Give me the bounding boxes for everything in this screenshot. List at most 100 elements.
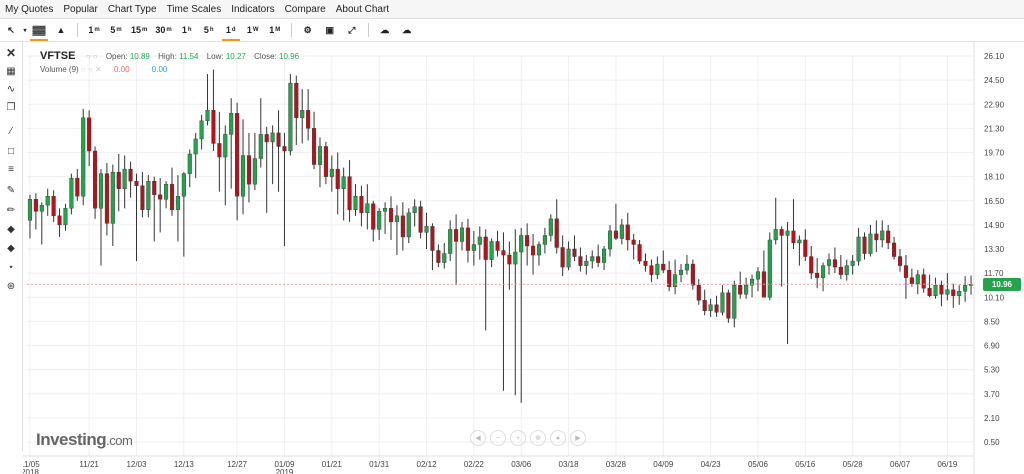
candle-body (75, 177, 80, 197)
low-label: Low: (206, 52, 224, 61)
zoom-fit-icon[interactable]: ● (550, 430, 566, 446)
candle-body (720, 292, 725, 313)
candle-body (252, 158, 257, 185)
candle-body (300, 110, 305, 119)
candle-body (158, 194, 163, 200)
candle-body (868, 233, 873, 254)
y-tick-label: 16.50 (984, 197, 1005, 206)
candle-body (525, 235, 530, 247)
y-tick-label: 24.50 (984, 76, 1005, 85)
menu-item-compare[interactable]: Compare (284, 3, 326, 15)
cloud-download-icon[interactable]: ☁ (380, 24, 390, 35)
measure-icon[interactable]: ⊛ (6, 280, 16, 292)
zoom-in-icon[interactable]: + (510, 430, 526, 446)
candle-body (732, 284, 737, 319)
x-tick-label: 05/06 (748, 460, 769, 469)
menu-item-indicators[interactable]: Indicators (231, 3, 275, 15)
candle-body (235, 113, 240, 197)
timescale-number: 1 (225, 25, 231, 35)
menu-item-popular[interactable]: Popular (63, 3, 98, 15)
rectangle-icon[interactable]: □ (7, 145, 15, 157)
candle-body (649, 265, 654, 275)
candle-body (388, 208, 394, 223)
y-tick-label: 11.70 (984, 269, 1004, 278)
investing-logo: Investing.com (36, 430, 133, 450)
candle-body (856, 236, 861, 262)
x-tick-label: 03/06 (511, 460, 532, 469)
dropdown-arrow-icon[interactable]: ▾ (23, 27, 27, 34)
current-price-tag: 10.96 (983, 278, 1021, 291)
timescale-30m[interactable]: 30 m (151, 21, 175, 39)
candle-body (152, 180, 157, 195)
candle-body (643, 260, 648, 266)
fibonacci-icon[interactable]: ⋆ (7, 261, 15, 273)
candle-body (347, 176, 352, 210)
toolbar-divider (367, 23, 369, 37)
mountain-chart-icon[interactable]: ▲ (56, 25, 66, 35)
timescale-number: 5 (203, 25, 209, 35)
candle-body (359, 196, 364, 214)
fullscreen-icon[interactable]: ⤢ (348, 24, 356, 35)
magnet-icon[interactable]: ∿ (6, 83, 16, 95)
brush-icon[interactable]: ✏ (6, 204, 16, 216)
timescale-number: 15 (131, 25, 142, 35)
price-chart[interactable]: 26.10 24.50 22.90 21.30 19.70 18.10 16.50 14.90… (23, 42, 1024, 474)
menu-item-about-chart[interactable]: About Chart (335, 3, 390, 15)
timescale-unit: M (275, 27, 281, 33)
zoom-select-icon[interactable]: ▦ (6, 65, 16, 77)
cursor-icon[interactable]: ↖ (7, 24, 15, 35)
menu-item-chart-type[interactable]: Chart Type (107, 3, 157, 15)
candle-body (282, 146, 287, 152)
candle-body (39, 205, 44, 212)
x-tick-label: 12/13 (174, 460, 195, 469)
candlestick-chart-icon[interactable]: ▓▓ (28, 21, 50, 41)
candle-body (134, 180, 139, 186)
arrow-up-marker-icon[interactable]: ◆ (7, 242, 15, 254)
candle-body (531, 245, 536, 256)
timescale-15m[interactable]: 15 m (127, 21, 151, 39)
candle-body (602, 248, 607, 263)
open-label: Open: (105, 52, 128, 61)
volume-settings-icon[interactable]: ○ ○ ✕ (80, 65, 102, 74)
candle-body (726, 292, 731, 319)
candle-body (57, 215, 62, 226)
candle-body (738, 284, 743, 295)
chart-legend: VFTSE ○ ○ Open: 10.89 High: 11.54 Low: 1… (40, 50, 299, 62)
close-icon[interactable]: ✕ (5, 46, 17, 60)
scroll-left-icon[interactable]: ◀ (470, 430, 486, 446)
trend-line-icon[interactable]: ⁄ (10, 125, 12, 137)
cloud-upload-icon[interactable]: ☁ (402, 24, 412, 35)
arrow-down-marker-icon[interactable]: ◆ (7, 223, 15, 235)
candle-body (572, 248, 577, 257)
scroll-right-icon[interactable]: ▶ (570, 430, 586, 446)
candle-body (690, 263, 695, 286)
copy-icon[interactable]: ❐ (6, 101, 16, 113)
reset-icon[interactable]: ⊕ (530, 430, 546, 446)
settings-dots-icon[interactable]: ○ ○ (85, 52, 98, 61)
camera-icon[interactable]: ▣ (325, 24, 334, 35)
candle-body (229, 113, 234, 135)
candle-body (164, 183, 169, 200)
gear-icon[interactable]: ⚙ (303, 24, 312, 35)
pencil-icon[interactable]: ✎ (6, 184, 16, 196)
toolbar-divider (290, 23, 292, 37)
high-label: High: (158, 52, 177, 61)
horizontal-lines-icon[interactable]: ≡ (8, 163, 14, 175)
candle-body (187, 153, 192, 174)
candle-body (98, 173, 104, 209)
zoom-out-icon[interactable]: − (490, 430, 506, 446)
volume-value-2: 0.00 (151, 65, 168, 74)
chart-toolbar: ↖ ▾ ▓▓ ▲ 1 m 5 m 15 m 30 m 1 h 5 h 1 d 1 W 1 M ⚙ ▣ ⤢ ☁ ☁ (0, 19, 1024, 42)
candle-body (915, 274, 920, 284)
candle-body (412, 206, 417, 214)
menu-item-my-quotes[interactable]: My Quotes (5, 3, 54, 15)
menu-item-time-scales[interactable]: Time Scales (166, 3, 222, 15)
candle-body (939, 284, 944, 295)
